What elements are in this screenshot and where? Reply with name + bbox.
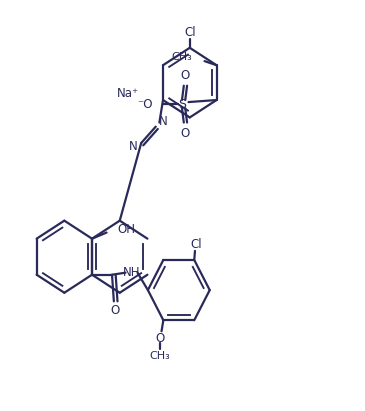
Text: CH₃: CH₃ (149, 351, 170, 361)
Text: S: S (178, 98, 186, 111)
Text: Cl: Cl (190, 238, 202, 251)
Text: Cl: Cl (184, 26, 196, 39)
Text: NH: NH (123, 266, 141, 279)
Text: N: N (160, 115, 168, 128)
Text: O: O (180, 69, 189, 81)
Text: ⁻O: ⁻O (137, 98, 153, 111)
Text: Na⁺: Na⁺ (116, 88, 138, 100)
Text: OH: OH (118, 223, 135, 236)
Text: O: O (110, 304, 120, 317)
Text: O: O (180, 127, 189, 140)
Text: O: O (155, 332, 164, 345)
Text: CH₃: CH₃ (171, 52, 192, 62)
Text: N: N (129, 140, 138, 153)
